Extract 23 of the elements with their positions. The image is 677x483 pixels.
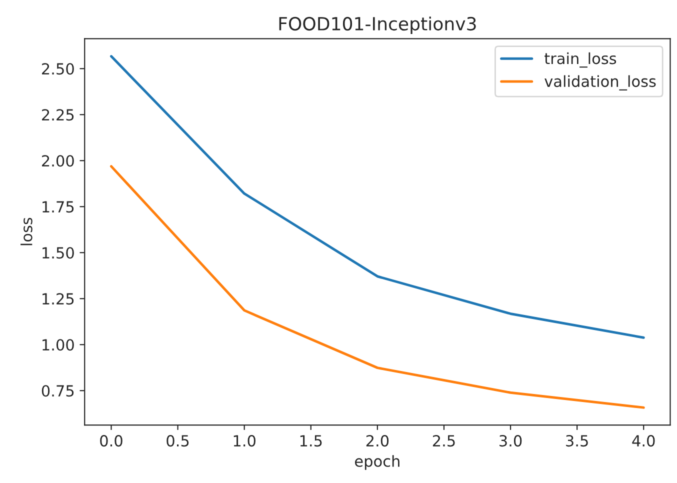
y-axis-title: loss [20, 218, 32, 246]
y-tick-label: 1.75 [42, 201, 74, 213]
legend-label: train_loss [544, 52, 616, 68]
x-tick-label: 2.0 [366, 435, 389, 447]
x-tick-label: 4.0 [632, 435, 655, 447]
y-tick-label: 1.50 [42, 247, 74, 259]
line-series [110, 165, 645, 409]
x-tick-label: 3.5 [566, 435, 588, 447]
y-tick-label: 0.75 [42, 385, 74, 397]
chart-title: FOOD101-Inceptionv3 [279, 16, 476, 34]
legend-label: validation_loss [544, 75, 656, 90]
x-tick-label: 0.0 [100, 435, 122, 447]
y-tick-label: 1.25 [42, 293, 74, 305]
x-tick-label: 1.5 [300, 435, 322, 447]
y-tick-label: 2.25 [42, 109, 74, 121]
x-tick-label: 1.0 [234, 435, 256, 447]
y-tick-label: 2.00 [42, 155, 74, 167]
y-tick-label: 2.50 [42, 63, 74, 75]
x-axis-title: epoch [355, 455, 400, 470]
x-tick-label: 0.5 [166, 435, 189, 447]
y-tick-label: 1.00 [42, 339, 74, 351]
x-tick-label: 3.0 [500, 435, 522, 447]
x-tick-label: 2.5 [432, 435, 455, 447]
